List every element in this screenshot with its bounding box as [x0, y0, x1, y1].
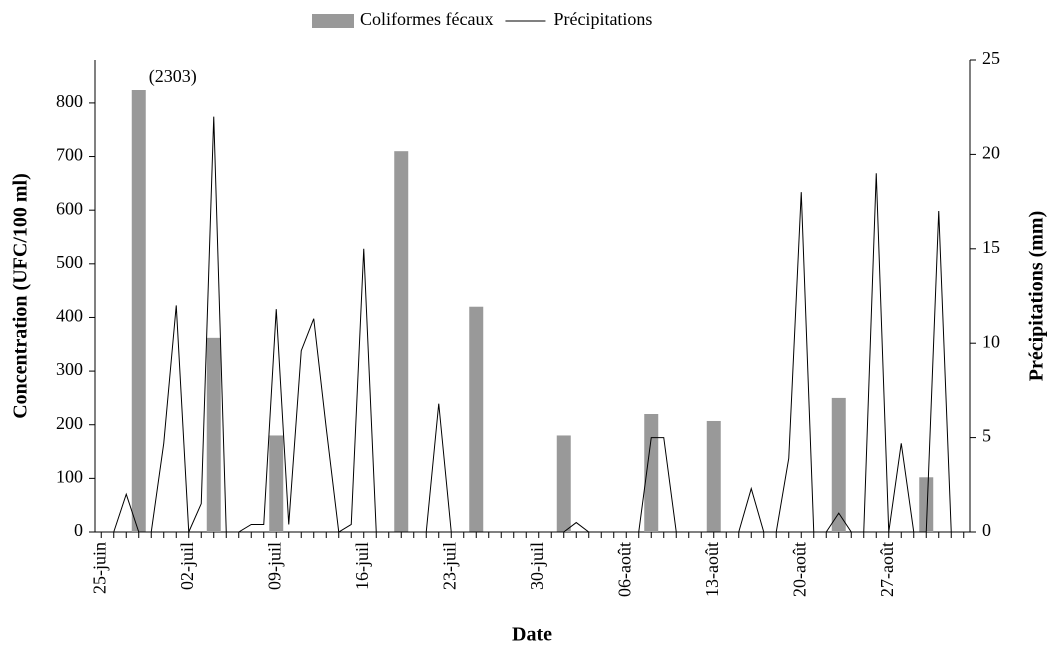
- bar: [919, 477, 934, 532]
- legend-label: Coliformes fécaux: [360, 9, 493, 29]
- x-tick-label: 30-juil: [527, 542, 547, 590]
- y-axis-title: Concentration (UFC/100 ml): [10, 173, 32, 419]
- bar-series: [131, 90, 934, 532]
- x-tick-label: 02-juil: [177, 542, 197, 590]
- x-axis-title: Date: [512, 624, 552, 646]
- precipitation-line: [113, 116, 952, 533]
- y2-tick-label: 10: [982, 331, 1000, 351]
- y-tick-label: 500: [56, 252, 83, 272]
- x-tick-label: 23-juil: [439, 542, 459, 590]
- x-tick-label: 25-juin: [89, 542, 109, 594]
- bar: [469, 306, 484, 532]
- y2-tick-label: 0: [982, 520, 991, 540]
- x-tick-label: 13-août: [702, 542, 722, 597]
- y-tick-label: 100: [56, 466, 83, 486]
- y2-tick-label: 15: [982, 237, 1000, 257]
- x-tick-label: 09-juil: [264, 542, 284, 590]
- y2-tick-label: 20: [982, 143, 1000, 163]
- y-tick-label: 300: [56, 359, 83, 379]
- y-tick-label: 400: [56, 306, 83, 326]
- x-tick-label: 16-juil: [352, 542, 372, 590]
- y-tick-label: 200: [56, 413, 83, 433]
- legend: Coliformes fécaux Précipitations: [312, 9, 652, 29]
- y2-tick-label: 25: [982, 48, 1000, 68]
- x-tick-label: 27-août: [877, 542, 897, 597]
- y-tick-label: 700: [56, 145, 83, 165]
- x-tick-label: 20-août: [789, 542, 809, 597]
- bar: [831, 397, 846, 532]
- legend-label: Précipitations: [553, 9, 652, 29]
- value-label: (2303): [149, 66, 197, 87]
- y2-axis-title: Précipitations (mm): [1026, 211, 1048, 382]
- bar: [644, 414, 659, 532]
- bar: [269, 435, 284, 532]
- bar: [394, 151, 409, 532]
- bar: [131, 90, 146, 532]
- bar: [556, 435, 571, 532]
- y-tick-label: 0: [74, 520, 83, 540]
- bar: [206, 337, 221, 532]
- x-tick-label: 06-août: [614, 542, 634, 597]
- bar: [706, 420, 721, 532]
- y-tick-label: 600: [56, 198, 83, 218]
- legend-swatch: [312, 14, 354, 28]
- y2-tick-label: 5: [982, 426, 991, 446]
- y-tick-label: 800: [56, 91, 83, 111]
